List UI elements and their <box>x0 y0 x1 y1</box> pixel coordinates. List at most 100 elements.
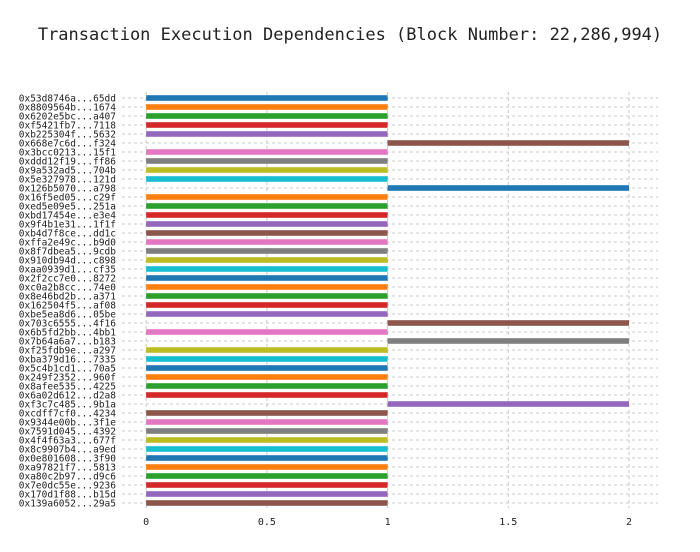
bars <box>146 95 630 506</box>
x-tick-label-2: 1 <box>385 517 391 528</box>
y-tick-label-25: 0x703c6555...4f16 <box>19 318 117 329</box>
bar-1 <box>146 104 388 110</box>
bar-30 <box>146 365 388 371</box>
bar-24 <box>146 311 388 317</box>
y-tick-label-17: 0x8f7dbea5...9cdb <box>19 246 117 257</box>
bar-5 <box>387 140 630 146</box>
y-tick-label-8: 0x9a532ad5...704b <box>19 165 117 176</box>
y-tick-label-34: 0xf3c7c485...9b1a <box>19 399 116 410</box>
bar-21 <box>146 284 388 290</box>
bar-7 <box>146 158 388 164</box>
bar-10 <box>387 185 630 191</box>
y-tick-label-14: 0x9f4b1e31...1f1f <box>19 219 116 230</box>
y-tick-label-13: 0xbd17454e...e3e4 <box>19 210 117 221</box>
y-tick-label-44: 0x170d1f88...b15d <box>19 489 116 500</box>
y-tick-label-10: 0x126b5070...a798 <box>19 183 117 194</box>
bar-23 <box>146 302 388 308</box>
y-tick-label-5: 0x668e7c6d...f324 <box>19 138 117 149</box>
chart-title: Transaction Execution Dependencies (Bloc… <box>38 25 662 45</box>
y-tick-label-40: 0x0e801608...3f90 <box>19 453 117 464</box>
bar-42 <box>146 473 388 479</box>
y-tick-label-42: 0xa80c2b97...d9c6 <box>19 471 117 482</box>
bar-17 <box>146 248 388 254</box>
bar-45 <box>146 500 388 506</box>
y-tick-label-0: 0x53d8746a...65dd <box>19 93 116 104</box>
y-tick-label-7: 0xddd12f19...ff86 <box>19 156 117 167</box>
y-tick-label-31: 0x249f2352...960f <box>19 372 116 383</box>
bar-18 <box>146 257 388 263</box>
y-tick-label-32: 0x8afee535...4225 <box>19 381 116 392</box>
y-tick-label-18: 0x910db94d...c898 <box>19 255 117 266</box>
y-tick-label-39: 0x8c9907b4...a9ed <box>19 444 116 455</box>
y-tick-label-38: 0x4f4f63a3...677f <box>19 435 116 446</box>
bar-27 <box>387 338 630 344</box>
bar-16 <box>146 239 388 245</box>
y-tick-label-41: 0xa97821f7...5813 <box>19 462 116 473</box>
y-tick-label-24: 0xbe5ea8d6...05be <box>19 309 117 320</box>
y-tick-label-23: 0x162504f5...af08 <box>19 300 117 311</box>
x-tick-label-3: 1.5 <box>499 517 517 528</box>
x-tick-label-4: 2 <box>626 517 632 528</box>
bar-19 <box>146 266 388 272</box>
y-tick-label-12: 0xed5e09e5...251a <box>19 201 116 212</box>
y-tick-label-6: 0x3bcc0213...15f1 <box>19 147 117 158</box>
bar-34 <box>387 401 630 407</box>
y-tick-label-45: 0x139a6052...29a5 <box>19 498 116 509</box>
bar-31 <box>146 374 388 380</box>
bar-32 <box>146 383 388 389</box>
bar-35 <box>146 410 388 416</box>
bar-22 <box>146 293 388 299</box>
bar-20 <box>146 275 388 281</box>
bar-36 <box>146 419 388 425</box>
y-tick-label-29: 0xba379d16...7335 <box>19 354 116 365</box>
y-tick-label-2: 0x6202e5bc...a407 <box>19 111 116 122</box>
y-tick-label-11: 0x16f5ed05...c29f <box>19 192 116 203</box>
bar-3 <box>146 122 388 128</box>
y-tick-label-22: 0x8e46bd2b...a371 <box>19 291 117 302</box>
bar-37 <box>146 428 388 434</box>
bar-15 <box>146 230 388 236</box>
y-tick-label-15: 0xb4d7f8ce...dd1c <box>19 228 116 239</box>
y-tick-label-16: 0xffa2e49c...b9d0 <box>19 237 117 248</box>
bar-26 <box>146 329 388 335</box>
y-tick-label-19: 0xaa0939d1...cf35 <box>19 264 116 275</box>
bar-6 <box>146 149 388 155</box>
y-tick-label-33: 0x6a02d612...d2a8 <box>19 390 117 401</box>
y-tick-labels: 0x53d8746a...65dd0x8809564b...16740x6202… <box>19 93 117 509</box>
bar-14 <box>146 221 388 227</box>
x-tick-label-1: 0.5 <box>258 517 276 528</box>
y-tick-label-26: 0x6b5fd2bb...4bb1 <box>19 327 117 338</box>
bar-9 <box>146 176 388 182</box>
y-tick-label-9: 0x5e327978...121d <box>19 174 116 185</box>
bar-40 <box>146 455 388 461</box>
bar-11 <box>146 194 388 200</box>
bar-4 <box>146 131 388 137</box>
y-tick-label-20: 0x2f2cc7e0...8272 <box>19 273 116 284</box>
bar-29 <box>146 356 388 362</box>
bar-44 <box>146 491 388 497</box>
y-tick-label-30: 0x5c4b1cd1...70a5 <box>19 363 116 374</box>
y-tick-label-27: 0x7b64a6a7...b183 <box>19 336 116 347</box>
y-tick-label-21: 0xc0a2b8cc...74e0 <box>19 282 117 293</box>
bar-38 <box>146 437 388 443</box>
bar-33 <box>146 392 388 398</box>
x-tick-label-0: 0 <box>143 517 149 528</box>
bar-41 <box>146 464 388 470</box>
y-tick-label-1: 0x8809564b...1674 <box>19 102 117 113</box>
y-tick-label-4: 0xb225304f...5632 <box>19 129 116 140</box>
bar-25 <box>387 320 630 326</box>
grid <box>122 92 658 508</box>
bar-0 <box>146 95 388 101</box>
x-tick-labels: 0 0.5 1 1.5 2 <box>143 517 632 528</box>
bar-8 <box>146 167 388 173</box>
bar-39 <box>146 446 388 452</box>
bar-12 <box>146 203 388 209</box>
bar-43 <box>146 482 388 488</box>
y-tick-label-43: 0x7e0dc55e...9236 <box>19 480 117 491</box>
bar-2 <box>146 113 388 119</box>
y-tick-label-3: 0xf5421fb7...7118 <box>19 120 117 131</box>
y-tick-label-36: 0x9344e00b...3f1e <box>19 417 117 428</box>
bar-13 <box>146 212 388 218</box>
y-tick-label-35: 0xcdff7cf0...4234 <box>19 408 117 419</box>
